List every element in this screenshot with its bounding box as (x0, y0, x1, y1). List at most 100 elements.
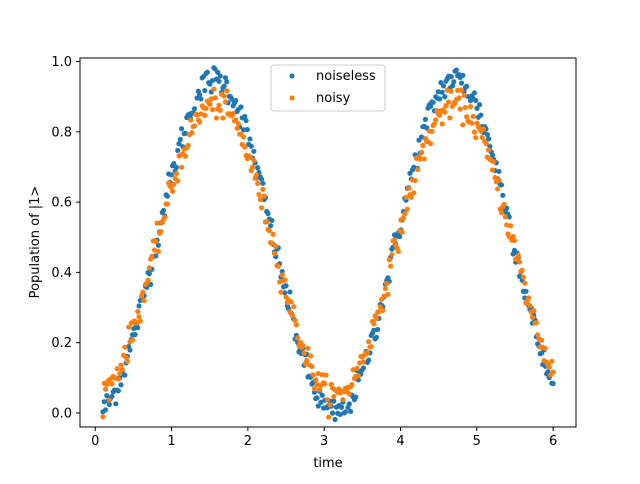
data-point-noisy (293, 322, 299, 328)
data-point-noiseless (318, 399, 324, 405)
data-point-noisy (136, 314, 142, 320)
data-point-noiseless (315, 403, 321, 409)
data-point-noisy (304, 357, 310, 363)
data-point-noiseless (164, 193, 170, 199)
data-point-noisy (538, 337, 545, 343)
data-point-noisy (421, 156, 427, 162)
data-point-noisy (461, 92, 467, 98)
data-point-noisy (141, 298, 147, 304)
data-point-noisy (102, 386, 109, 392)
data-point-noisy (301, 350, 307, 356)
data-point-noisy (431, 121, 438, 127)
data-point-noisy (436, 112, 443, 118)
data-point-noisy (516, 259, 523, 265)
data-point-noisy (371, 321, 377, 327)
data-point-noisy (124, 358, 130, 365)
data-point-noisy (220, 115, 226, 121)
data-point-noisy (133, 320, 140, 326)
data-point-noisy (439, 121, 445, 127)
data-point-noiseless (282, 290, 288, 296)
data-point-noisy (224, 88, 230, 94)
data-point-noisy (221, 93, 227, 99)
data-point-noiseless (243, 117, 249, 124)
data-point-noisy (275, 263, 281, 269)
data-point-noisy (380, 307, 386, 314)
data-point-noiseless (135, 325, 141, 331)
data-point-noisy (217, 107, 223, 113)
data-point-noisy (155, 248, 161, 255)
data-point-noisy (326, 414, 332, 420)
data-point-noiseless (550, 380, 556, 387)
data-point-noisy (292, 317, 298, 324)
data-point-noiseless (332, 416, 338, 423)
data-point-noiseless (207, 81, 213, 87)
data-point-noiseless (371, 327, 377, 333)
data-point-noisy (291, 304, 297, 310)
data-point-noiseless (191, 106, 198, 112)
data-point-noisy (249, 164, 256, 170)
data-point-noisy (327, 402, 333, 408)
data-point-noiseless (478, 112, 484, 118)
data-point-noiseless (474, 105, 480, 111)
data-point-noisy (178, 164, 185, 170)
data-point-noiseless (106, 401, 112, 408)
data-point-noisy (382, 286, 389, 292)
data-point-noisy (153, 239, 159, 245)
data-point-noisy (175, 178, 181, 184)
data-point-noisy (373, 315, 379, 321)
data-point-noiseless (217, 73, 223, 79)
data-point-noiseless (102, 407, 109, 413)
data-point-noisy (460, 122, 466, 128)
x-tick-label: 5 (473, 434, 481, 449)
data-point-noiseless (101, 399, 107, 405)
data-point-noisy (415, 166, 421, 173)
data-point-noiseless (240, 127, 247, 133)
data-point-noisy (203, 105, 209, 111)
x-axis-label: time (313, 456, 342, 471)
data-point-noisy (197, 119, 203, 125)
data-point-noisy (123, 354, 129, 361)
data-point-noiseless (122, 372, 128, 378)
data-point-noisy (527, 303, 533, 309)
data-point-noisy (522, 280, 528, 286)
data-point-noisy (117, 371, 123, 377)
data-point-noisy (307, 353, 314, 359)
data-point-noiseless (248, 143, 254, 149)
data-point-noisy (515, 252, 521, 259)
data-point-noisy (119, 367, 125, 373)
data-point-noiseless (430, 99, 436, 106)
data-point-noisy (247, 154, 253, 160)
y-tick-label: 0.0 (51, 406, 72, 421)
data-point-noisy (386, 257, 392, 263)
data-point-noisy (355, 373, 361, 379)
data-point-noisy (384, 280, 390, 287)
data-point-noisy (282, 277, 288, 283)
data-point-noiseless (460, 72, 466, 78)
x-tick-label: 1 (167, 434, 175, 449)
data-point-noisy (473, 135, 479, 141)
legend-label-noisy: noisy (316, 91, 351, 106)
data-point-noiseless (451, 79, 457, 85)
data-point-noiseless (251, 148, 257, 154)
data-point-noisy (533, 320, 539, 326)
data-point-noisy (504, 222, 510, 228)
data-point-noiseless (496, 168, 502, 175)
data-point-noisy (216, 102, 222, 108)
data-point-noisy (510, 233, 516, 240)
data-point-noisy (443, 103, 449, 109)
data-point-noiseless (238, 104, 244, 110)
data-point-noisy (189, 130, 195, 136)
data-point-noiseless (132, 332, 138, 338)
data-point-noisy (511, 237, 518, 244)
x-tick-label: 2 (244, 434, 252, 449)
y-tick-label: 0.6 (51, 196, 72, 211)
data-point-noisy (501, 201, 507, 207)
data-point-noiseless (346, 401, 352, 407)
data-point-noiseless (260, 180, 266, 186)
data-point-noisy (213, 115, 220, 121)
data-point-noiseless (366, 357, 372, 363)
data-point-noisy (319, 372, 325, 378)
data-point-noisy (447, 115, 453, 121)
data-point-noiseless (137, 297, 143, 304)
data-point-noisy (202, 112, 208, 119)
